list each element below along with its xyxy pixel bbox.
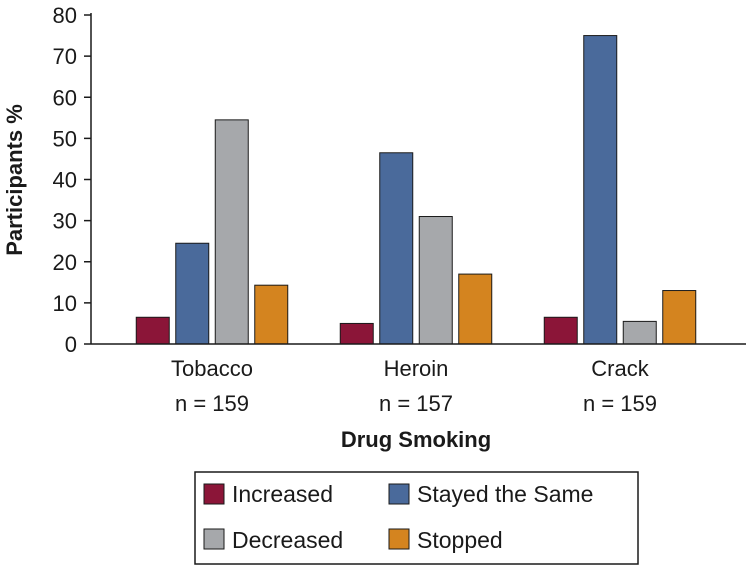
- bar-stopped-heroin: [458, 273, 493, 345]
- legend-label: Stopped: [417, 527, 503, 553]
- bar-decreased-crack: [622, 320, 657, 345]
- bar-increased-tobacco: [135, 316, 170, 345]
- bar-stopped-tobacco: [254, 284, 289, 345]
- y-tick-label: 10: [53, 291, 77, 316]
- legend-swatch: [388, 483, 410, 505]
- bar-stayed-the-same-heroin: [379, 152, 414, 345]
- x-category-n-label: n = 157: [379, 391, 453, 416]
- bar-decreased-tobacco: [214, 119, 249, 345]
- y-axis-ticks: 0 10 20 30 40 50 60 70 80: [53, 3, 91, 357]
- x-axis-categories: Tobacco n = 159 Heroin n = 157 Crack n = 159: [171, 356, 657, 416]
- x-category-n-label: n = 159: [175, 391, 249, 416]
- legend-swatch: [388, 528, 410, 550]
- x-category-label: Heroin: [384, 356, 449, 381]
- y-tick-label: 0: [65, 332, 77, 357]
- bar-stopped-crack: [662, 290, 697, 345]
- x-category-n-label: n = 159: [583, 391, 657, 416]
- y-tick-label: 30: [53, 209, 77, 234]
- x-axis-title: Drug Smoking: [341, 427, 491, 452]
- legend-swatch: [203, 528, 225, 550]
- bar-increased-heroin: [339, 322, 374, 345]
- y-tick-label: 20: [53, 250, 77, 275]
- y-tick-label: 60: [53, 85, 77, 110]
- legend-label: Decreased: [232, 527, 343, 553]
- legend-box: [194, 471, 639, 565]
- legend-label: Stayed the Same: [417, 481, 593, 507]
- legend: Increased Stayed the Same Decreased Stopped: [194, 471, 639, 565]
- y-tick-label: 70: [53, 44, 77, 69]
- bar-decreased-heroin: [418, 216, 453, 345]
- y-tick-label: 80: [53, 3, 77, 28]
- bar-increased-crack: [543, 316, 578, 345]
- legend-swatch: [203, 483, 225, 505]
- y-axis-title: Participants %: [2, 104, 27, 256]
- y-tick-label: 50: [53, 126, 77, 151]
- bar-stayed-the-same-crack: [583, 35, 618, 345]
- bars-group: [135, 35, 697, 345]
- y-tick-label: 40: [53, 168, 77, 193]
- bar-stayed-the-same-tobacco: [175, 242, 210, 345]
- x-category-label: Crack: [591, 356, 649, 381]
- x-category-label: Tobacco: [171, 356, 253, 381]
- legend-label: Increased: [232, 481, 333, 507]
